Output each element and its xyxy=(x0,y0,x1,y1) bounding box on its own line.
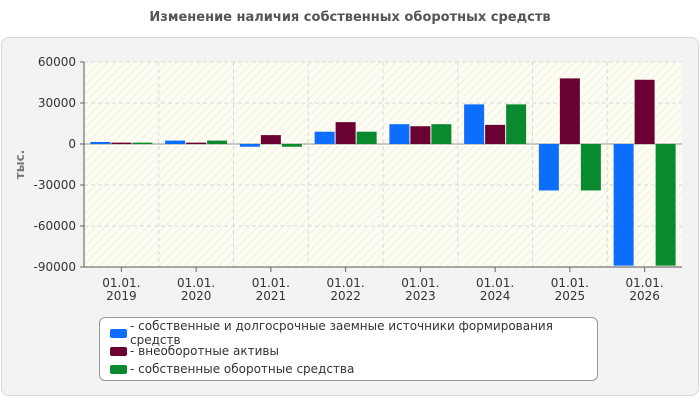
x-tick-label-date: 01.01. xyxy=(551,276,589,290)
x-tick-label-date: 01.01. xyxy=(476,276,514,290)
y-axis-label: тыс. xyxy=(13,150,27,179)
bar-series-3-cat-7 xyxy=(580,144,601,191)
bar-series-2-cat-6 xyxy=(485,124,506,144)
legend-label: - внеоборотные активы xyxy=(130,344,279,358)
bar-series-3-cat-4 xyxy=(356,131,377,144)
bar-series-1-cat-1 xyxy=(90,141,111,144)
bar-series-2-cat-7 xyxy=(559,78,580,144)
y-tick-label: 30000 xyxy=(38,96,76,110)
x-tick-label-year: 2024 xyxy=(480,289,511,303)
legend-label: - собственные и долгосрочные заемные ист… xyxy=(130,319,553,347)
x-tick-label-date: 01.01. xyxy=(252,276,290,290)
legend: - собственные и долгосрочные заемные ист… xyxy=(99,317,598,381)
legend-label: - собственные оборотные средства xyxy=(130,362,355,376)
y-tick-label: -30000 xyxy=(33,178,76,192)
bar-series-3-cat-5 xyxy=(431,124,452,144)
bar-series-1-cat-4 xyxy=(314,131,335,144)
x-tick-label-year: 2023 xyxy=(405,289,436,303)
chart-title: Изменение наличия собственных оборотных … xyxy=(149,10,551,25)
legend-item-3: - собственные оборотные средства xyxy=(100,360,597,378)
bar-series-1-cat-5 xyxy=(389,124,410,144)
legend-swatch xyxy=(110,328,127,338)
bar-series-1-cat-8 xyxy=(613,144,634,266)
legend-item-1: - собственные и долгосрочные заемные ист… xyxy=(100,319,597,347)
x-tick-label-year: 2019 xyxy=(106,289,137,303)
bar-series-1-cat-2 xyxy=(165,140,186,144)
x-tick-label-year: 2021 xyxy=(256,289,287,303)
x-tick-label-year: 2022 xyxy=(330,289,361,303)
x-tick-label-year: 2025 xyxy=(555,289,586,303)
bar-series-2-cat-4 xyxy=(335,122,356,144)
y-tick-label: -90000 xyxy=(33,260,76,274)
x-tick-label-date: 01.01. xyxy=(327,276,365,290)
legend-item-2: - внеоборотные активы xyxy=(100,342,597,360)
x-tick-label-date: 01.01. xyxy=(177,276,215,290)
bar-series-3-cat-3 xyxy=(281,144,302,147)
bar-series-2-cat-5 xyxy=(410,126,431,144)
bar-series-2-cat-1 xyxy=(111,142,132,144)
legend-swatch xyxy=(110,364,127,374)
bar-series-2-cat-2 xyxy=(186,142,207,144)
bar-series-1-cat-3 xyxy=(239,144,260,147)
bar-series-3-cat-1 xyxy=(132,142,153,144)
x-tick-label-date: 01.01. xyxy=(102,276,140,290)
bar-series-1-cat-6 xyxy=(464,104,485,144)
bar-series-3-cat-8 xyxy=(655,144,676,266)
y-tick-label: -60000 xyxy=(33,219,76,233)
x-tick-label-year: 2026 xyxy=(629,289,660,303)
bar-series-3-cat-2 xyxy=(207,140,228,144)
bar-series-3-cat-6 xyxy=(506,104,527,144)
bar-series-1-cat-7 xyxy=(538,144,559,191)
bar-series-2-cat-8 xyxy=(634,79,655,144)
y-tick-label: 60000 xyxy=(38,55,76,69)
legend-swatch xyxy=(110,346,127,356)
x-tick-label-date: 01.01. xyxy=(401,276,439,290)
x-tick-label-date: 01.01. xyxy=(626,276,664,290)
x-tick-label-year: 2020 xyxy=(181,289,212,303)
y-tick-label: 0 xyxy=(68,137,76,151)
bar-series-2-cat-3 xyxy=(260,135,281,144)
